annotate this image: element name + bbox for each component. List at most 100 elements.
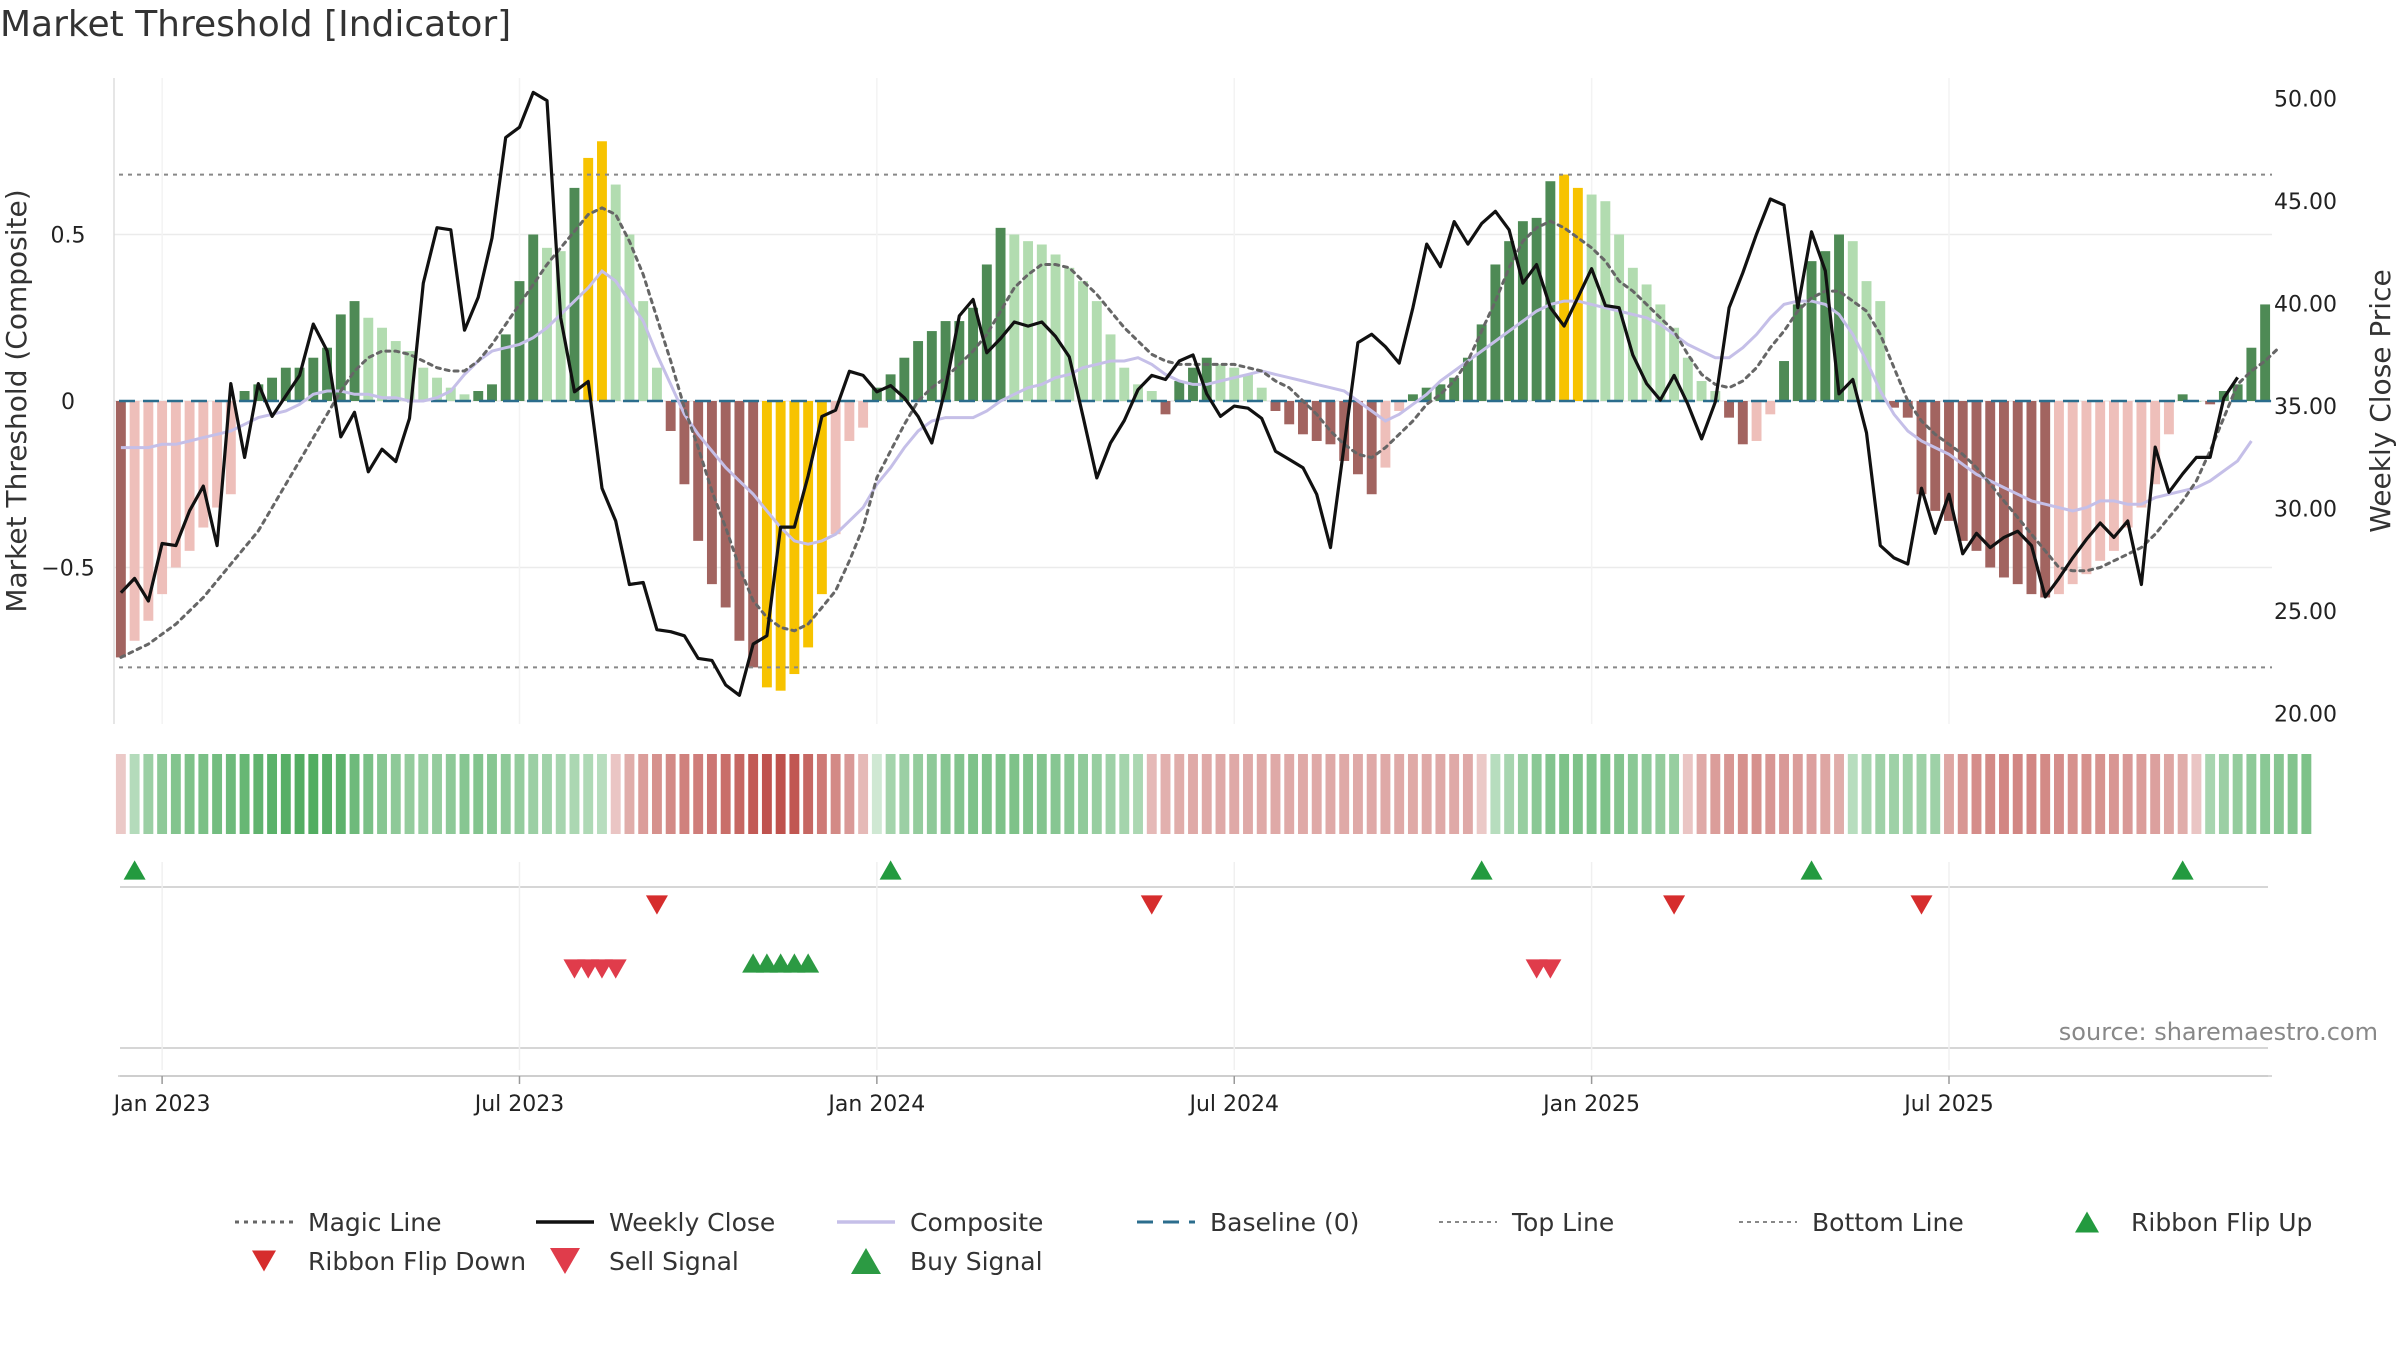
x-tick-label: Jan 2024 (826, 1092, 925, 1117)
ribbon-flip-down-marker (1663, 895, 1686, 915)
ribbon-cell (569, 754, 580, 834)
composite-bar (1861, 281, 1872, 401)
composite-bar (514, 281, 525, 401)
x-tick-label: Jul 2025 (1902, 1092, 1994, 1117)
ribbon-cell (390, 754, 401, 834)
legend-item: Bottom Line (1739, 1208, 1964, 1237)
composite-bar (1105, 334, 1116, 401)
composite-bar (679, 401, 690, 485)
ribbon-cell (1572, 754, 1583, 834)
ribbon-cell (899, 754, 910, 834)
composite-bar (1023, 241, 1034, 401)
composite-bar (899, 357, 910, 401)
ribbon-cell (1655, 754, 1666, 834)
composite-bar (844, 401, 855, 441)
composite-bar (651, 367, 662, 401)
page-title: Market Threshold [Indicator] (0, 4, 512, 45)
composite-bar (1462, 357, 1473, 401)
composite-bar (1545, 181, 1556, 401)
composite-bar (1669, 327, 1680, 401)
ribbon-cell (1078, 754, 1088, 834)
composite-bar (871, 387, 882, 401)
ribbon-cell (2150, 754, 2161, 834)
sell-signal-marker (604, 959, 627, 979)
ribbon-cell (1517, 754, 1528, 834)
ribbon-cell (349, 754, 360, 834)
ribbon-cell (1476, 754, 1487, 834)
composite-bar (1517, 221, 1528, 401)
composite-bar (225, 401, 236, 495)
ribbon-cell (1627, 754, 1638, 834)
ribbon-cell (418, 754, 429, 834)
ribbon-cell (280, 754, 291, 834)
ribbon-cell (184, 754, 195, 834)
y-right-tick-label: 35.00 (2274, 395, 2337, 420)
composite-bar (1352, 401, 1363, 475)
ribbon-cell (968, 754, 979, 834)
y-right-tick-label: 50.00 (2274, 88, 2337, 113)
ribbon-cell (432, 754, 442, 834)
ribbon-cell (2163, 754, 2174, 834)
ribbon-cell (1133, 754, 1143, 834)
ribbon-cell (555, 754, 566, 834)
composite-bar (968, 307, 979, 401)
ribbon-cell (913, 754, 924, 834)
composite-bar (1889, 401, 1899, 408)
composite-bar (1490, 264, 1501, 401)
legend-item: Ribbon Flip Up (2075, 1208, 2312, 1237)
ribbon-cell (761, 754, 772, 834)
ribbon-cell (542, 754, 552, 834)
composite-bar (294, 367, 305, 401)
ribbon-cell (734, 754, 745, 834)
composite-bar (940, 321, 951, 401)
ribbon-cell (1696, 754, 1707, 834)
ribbon-cell (459, 754, 470, 834)
ribbon-cell (2273, 754, 2284, 834)
composite-bar (2040, 401, 2051, 598)
composite-bar (1655, 304, 1666, 401)
composite-bar (280, 367, 291, 401)
ribbon-cell (2177, 754, 2188, 834)
ribbon-cell (322, 754, 332, 834)
composite-bar (542, 247, 552, 401)
ribbon-cell (597, 754, 607, 834)
composite-bar (830, 401, 841, 535)
legend: Magic Line Weekly Close Composite Baseline … (235, 1208, 2312, 1276)
ribbon-cell (1311, 754, 1322, 834)
ribbon-cell (1298, 754, 1308, 834)
ribbon-cell (651, 754, 662, 834)
composite-bar (761, 401, 772, 688)
composite-bar (2136, 401, 2147, 508)
composite-bar (693, 401, 704, 541)
ribbon-cell (115, 754, 126, 834)
composite-bar (363, 317, 374, 401)
ribbon-cell (1256, 754, 1267, 834)
ribbon-cell (1545, 754, 1556, 834)
composite-bar (1930, 401, 1941, 511)
legend-label: Weekly Close (609, 1208, 775, 1237)
ribbon-cell (789, 754, 800, 834)
ribbon-flip-up-marker (2171, 860, 2194, 880)
ribbon-cell (830, 754, 841, 834)
ribbon-cell (679, 754, 690, 834)
ribbon-cell (1229, 754, 1240, 834)
composite-bar (1325, 401, 1336, 445)
composite-bar (1559, 174, 1570, 401)
composite-bar (115, 401, 126, 658)
ribbon-cell (1146, 754, 1157, 834)
composite-bar (1174, 381, 1185, 401)
ribbon-cell (1737, 754, 1748, 834)
composite-bar (157, 401, 168, 595)
ribbon-cell (1985, 754, 1996, 834)
composite-bar (1311, 401, 1322, 441)
composite-bar (1449, 377, 1460, 401)
ribbon-flip-down-marker (645, 895, 668, 915)
ribbon-cell (624, 754, 635, 834)
ribbon-flip-up-marker (1470, 860, 1493, 880)
ribbon-cell (377, 754, 387, 834)
ribbon-cell (1751, 754, 1762, 834)
composite-bar (1724, 401, 1735, 418)
composite-bar (1779, 361, 1789, 401)
ribbon-cell (1682, 754, 1693, 834)
composite-bar (1146, 391, 1157, 401)
